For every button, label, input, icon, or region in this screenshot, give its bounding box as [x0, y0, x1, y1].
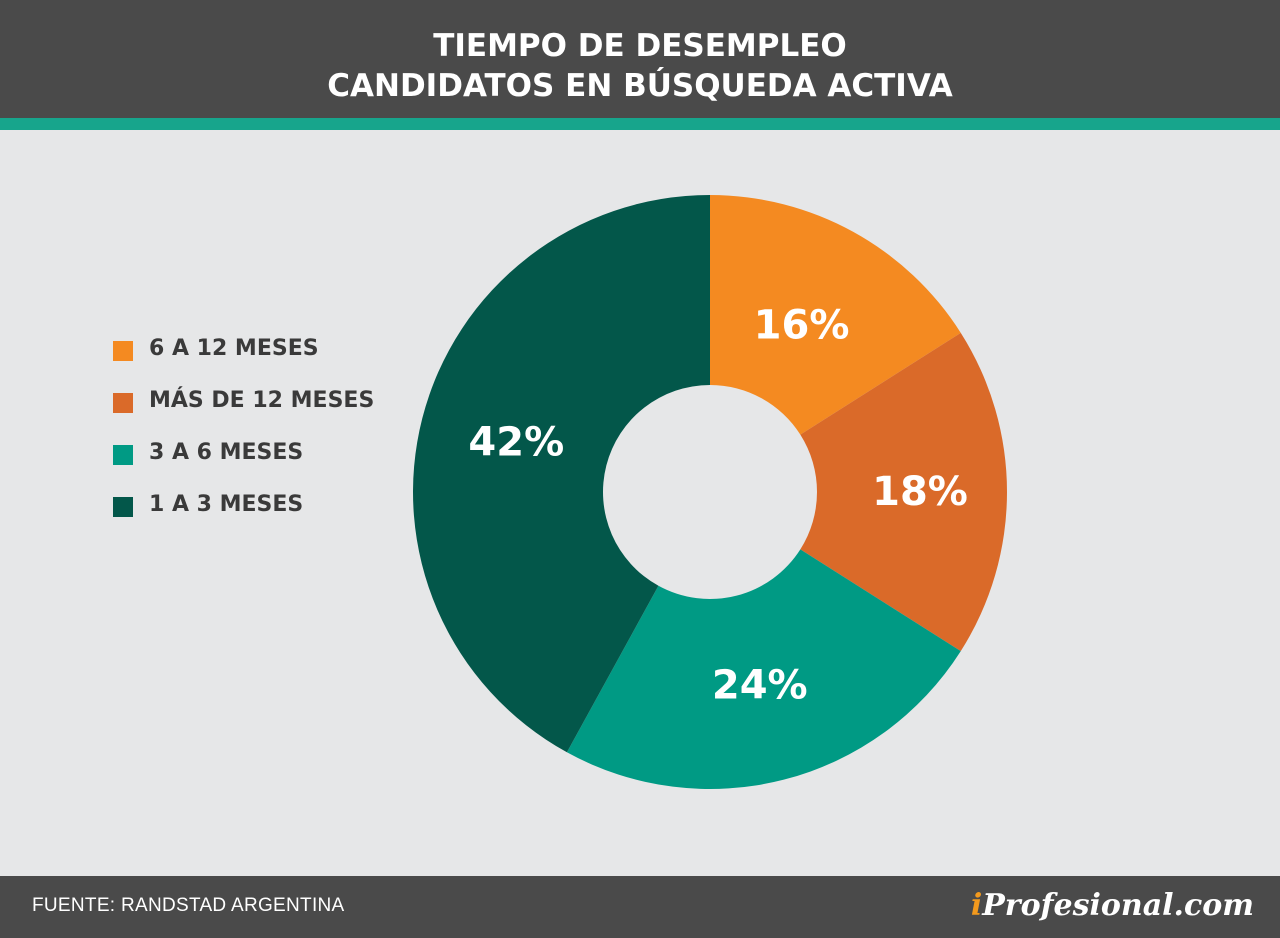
- slice-data-label: 24%: [712, 663, 808, 709]
- chart-title-line-2: CANDIDATOS EN BÚSQUEDA ACTIVA: [327, 68, 953, 104]
- legend-swatch: [113, 445, 133, 465]
- donut-slice: [413, 195, 710, 753]
- brand-name: Profesional.com: [982, 888, 1254, 923]
- legend-label: MÁS DE 12 MESES: [149, 388, 375, 413]
- accent-bar: [0, 118, 1280, 130]
- chart-area: 16% 18% 24% 42% 6 A 12 MESES MÁS DE 12 MESE…: [0, 130, 1280, 876]
- chart-footer: FUENTE: RANDSTAD ARGENTINA iProfesional.…: [0, 876, 1280, 938]
- brand-prefix: i: [970, 888, 983, 923]
- chart-header: TIEMPO DE DESEMPLEO CANDIDATOS EN BÚSQUE…: [0, 0, 1280, 118]
- slice-data-label: 42%: [468, 419, 564, 465]
- chart-title-line-1: TIEMPO DE DESEMPLEO: [433, 28, 847, 64]
- donut-slice: [710, 195, 961, 435]
- legend-swatch: [113, 393, 133, 413]
- legend-swatch: [113, 341, 133, 361]
- legend-label: 6 A 12 MESES: [149, 336, 319, 361]
- legend-swatch: [113, 497, 133, 517]
- source-note: FUENTE: RANDSTAD ARGENTINA: [32, 895, 345, 916]
- slice-data-label: 18%: [872, 469, 968, 515]
- slice-data-label: 16%: [754, 303, 850, 349]
- legend-label: 1 A 3 MESES: [149, 492, 304, 517]
- donut-chart: 16% 18% 24% 42%: [413, 195, 1007, 789]
- brand-logo: iProfesional.com: [971, 888, 1254, 923]
- donut-slice: [566, 549, 961, 789]
- donut-slice: [800, 332, 1007, 652]
- legend-label: 3 A 6 MESES: [149, 440, 304, 465]
